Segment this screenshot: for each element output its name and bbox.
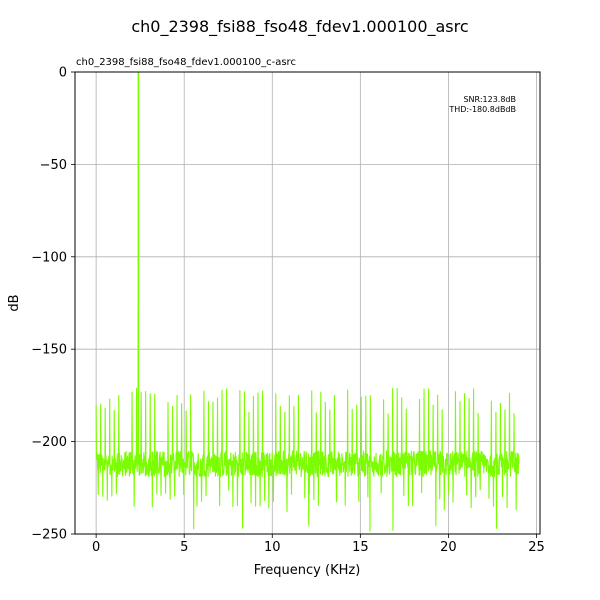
x-tick-label: 10 (264, 540, 281, 555)
x-tick-label: 25 (528, 540, 545, 555)
plot-area (95, 71, 520, 532)
axis-ticks: 0 5 10 15 20 25 0 −50 −100 −150 −200 −250 (31, 66, 544, 556)
x-tick-label: 0 (92, 540, 100, 555)
x-tick-label: 15 (352, 540, 369, 555)
axes-frame (74, 71, 541, 535)
chart-subtitle: ch0_2398_fsi88_fso48_fdev1.000100_c-asrc (76, 57, 296, 68)
y-tick-label: −50 (40, 158, 67, 173)
y-axis-label: dB (7, 294, 22, 311)
x-tick-label: 20 (440, 540, 457, 555)
x-axis-label: Frequency (KHz) (254, 563, 361, 578)
x-tick-label: 5 (180, 540, 188, 555)
y-tick-label: −150 (31, 343, 67, 358)
chart-title: ch0_2398_fsi88_fso48_fdev1.000100_asrc (131, 17, 468, 37)
y-tick-label: −100 (31, 250, 67, 265)
thd-annotation: THD:-180.8dBdB (448, 105, 516, 114)
y-tick-label: −200 (31, 435, 67, 450)
y-tick-label: −250 (31, 528, 67, 543)
snr-annotation: SNR:123.8dB (463, 95, 516, 104)
y-tick-label: 0 (59, 66, 67, 81)
spectrum-series-line (95, 71, 520, 532)
